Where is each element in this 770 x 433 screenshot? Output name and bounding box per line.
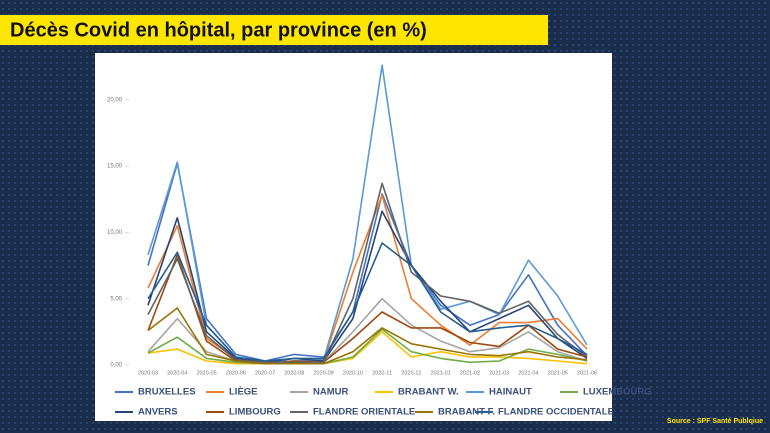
x-tick-label: 2020-10 — [343, 370, 363, 376]
y-tick-label: 20,00 — [107, 97, 123, 103]
legend-label: LUXEMBOURG — [583, 387, 652, 398]
legend-label: BRABANT F. — [438, 407, 495, 418]
legend-label: HAINAUT — [489, 387, 532, 398]
x-tick-label: 2020-05 — [196, 370, 216, 376]
line-series — [147, 182, 588, 364]
legend-label: LIMBOURG — [229, 407, 281, 418]
legend-label: FLANDRE ORIENTALE — [313, 407, 415, 418]
line-series — [147, 307, 588, 365]
line-series — [147, 210, 588, 364]
line-series — [147, 328, 588, 365]
x-tick-label: 2020-04 — [167, 370, 187, 376]
chart-title: Décès Covid en hôpital, par province (en… — [10, 19, 427, 41]
x-tick-label: 2020-08 — [284, 370, 304, 376]
legend-label: FLANDRE OCCIDENTALE — [498, 407, 614, 418]
x-tick-label: 2020-11 — [372, 370, 392, 376]
line-series — [147, 242, 588, 362]
x-tick-label: 2020-06 — [226, 370, 246, 376]
legend-label: ANVERS — [138, 407, 178, 418]
legend-label: LIÈGE — [229, 387, 258, 398]
chart-area — [95, 53, 612, 421]
x-tick-label: 2020-03 — [138, 370, 158, 376]
x-tick-label: 2021-01 — [431, 370, 451, 376]
x-tick-label: 2021-03 — [489, 370, 509, 376]
legend-label: BRUXELLES — [138, 387, 196, 398]
x-tick-label: 2020-07 — [255, 370, 275, 376]
x-tick-label: 2021-05 — [548, 370, 568, 376]
legend-label: BRABANT W. — [398, 387, 459, 398]
x-tick-label: 2020-12 — [401, 370, 421, 376]
y-tick-label: 0,00 — [110, 363, 122, 369]
y-tick-label: 5,00 — [110, 296, 122, 302]
y-tick-label: 15,00 — [107, 164, 123, 170]
line-series — [147, 297, 588, 365]
x-tick-label: 2021-02 — [460, 370, 480, 376]
x-tick-label: 2021-06 — [577, 370, 597, 376]
legend-label: NAMUR — [313, 387, 348, 398]
source: Source : SPF Santé Publqiue — [667, 418, 763, 425]
x-tick-label: 2020-09 — [314, 370, 334, 376]
title-banner — [0, 15, 548, 45]
x-tick-label: 2021-04 — [518, 370, 538, 376]
y-tick-label: 10,00 — [107, 230, 123, 236]
line-series — [147, 162, 588, 362]
line-series — [147, 331, 588, 365]
line-series — [147, 254, 588, 365]
